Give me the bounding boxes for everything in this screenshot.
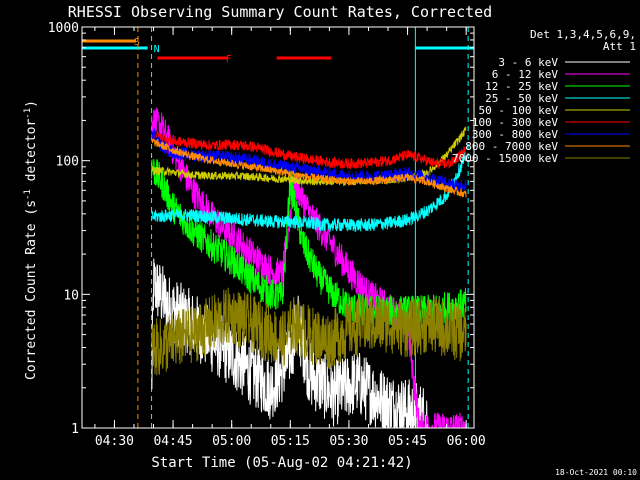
series-line-8 xyxy=(151,287,467,376)
legend-label-8: 7000 - 15000 keV xyxy=(452,152,558,165)
legend-label-2: 12 - 25 keV xyxy=(485,80,558,93)
legend-label-3: 25 - 50 keV xyxy=(485,92,558,105)
legend-label-0: 3 - 6 keV xyxy=(498,56,558,69)
y-tick-label-2: 100 xyxy=(56,155,79,170)
x-tick-label-6: 06:00 xyxy=(447,434,486,449)
legend-label-1: 6 - 12 keV xyxy=(492,68,559,81)
flag-label-N: N xyxy=(154,44,160,55)
series-line-0 xyxy=(151,258,428,429)
x-tick-label-5: 05:45 xyxy=(388,434,427,449)
flag-label-S: S xyxy=(134,37,140,48)
series-line-7 xyxy=(151,137,467,198)
y-axis-label-sup1: -1 xyxy=(23,189,33,200)
footer-date: 18-Oct-2021 00:10 xyxy=(555,468,637,477)
legend-label-7: 800 - 7000 keV xyxy=(465,140,558,153)
y-axis-label-sup2: -1 xyxy=(23,108,33,119)
y-axis-label-main: Corrected Count Rate (s xyxy=(24,200,39,380)
x-tick-label-2: 05:00 xyxy=(212,434,251,449)
y-axis-label-mid: detector xyxy=(24,119,39,190)
x-tick-label-0: 04:30 xyxy=(95,434,134,449)
plot-frame xyxy=(81,26,475,429)
x-tick-label-3: 05:15 xyxy=(271,434,310,449)
y-tick-label-0: 1 xyxy=(71,422,79,437)
x-tick-label-1: 04:45 xyxy=(153,434,192,449)
y-axis-label-end: ) xyxy=(24,100,39,108)
y-tick-label-1: 10 xyxy=(63,288,79,303)
legend-header-2: Att 1 xyxy=(603,40,636,53)
chart-title: RHESSI Observing Summary Count Rates, Co… xyxy=(68,3,492,21)
legend-label-4: 50 - 100 keV xyxy=(479,104,559,117)
series-line-3 xyxy=(151,151,467,233)
plot-area: S N F xyxy=(82,27,474,429)
y-tick-label-3: 1000 xyxy=(48,21,79,36)
flag-label-F: F xyxy=(226,54,232,65)
axes: 1 10 100 1000 04:30 04:45 05:00 05:15 05:30 05:45… xyxy=(48,21,486,449)
x-axis-label: Start Time (05-Aug-02 04:21:42) xyxy=(151,455,412,471)
legend-header-1: Det 1,3,4,5,6,9, xyxy=(530,28,636,41)
series-line-5 xyxy=(151,130,467,170)
x-tick-label-4: 05:30 xyxy=(329,434,368,449)
legend-label-5: 100 - 300 keV xyxy=(472,116,558,129)
y-axis-label: Corrected Count Rate (s-1 detector-1) xyxy=(23,100,39,380)
legend-label-6: 300 - 800 keV xyxy=(472,128,558,141)
